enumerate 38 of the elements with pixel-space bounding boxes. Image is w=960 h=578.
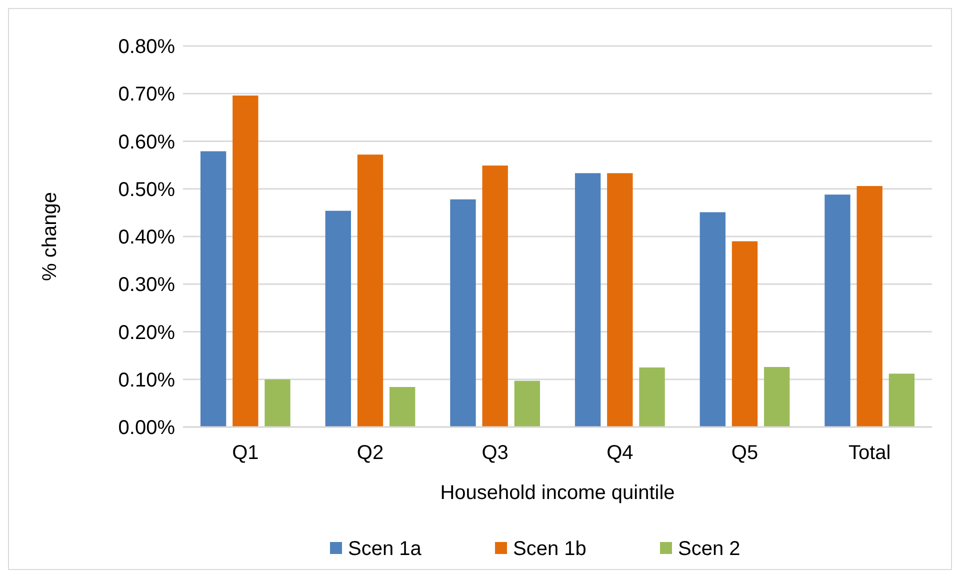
x-tick-label: Q1 — [232, 442, 259, 464]
legend-label: Scen 1b — [513, 538, 586, 560]
y-tick-label: 0.80% — [118, 36, 176, 58]
x-tick-label: Total — [848, 442, 891, 464]
bar — [824, 194, 850, 427]
y-tick-label: 0.00% — [118, 417, 176, 439]
bar — [732, 241, 758, 427]
y-tick-label: 0.50% — [118, 178, 176, 201]
y-tick-label: 0.20% — [118, 322, 176, 344]
legend-label: Scen 1a — [348, 538, 422, 560]
bar — [200, 151, 226, 427]
y-tick-label: 0.30% — [118, 274, 176, 296]
bar — [514, 380, 540, 427]
bar — [856, 186, 882, 427]
y-tick-label: 0.60% — [118, 131, 176, 154]
x-tick-label: Q2 — [356, 442, 384, 464]
bar — [574, 173, 601, 427]
bar — [232, 96, 258, 427]
bar — [482, 166, 508, 427]
legend-label: Scen 2 — [678, 538, 740, 560]
y-tick-label: 0.40% — [118, 226, 176, 248]
y-axis-title: % change — [39, 192, 61, 281]
bar — [450, 199, 476, 427]
x-tick-label: Q4 — [606, 442, 634, 464]
bar — [357, 154, 384, 427]
bar — [639, 367, 665, 427]
y-tick-label: 0.10% — [118, 369, 176, 392]
bar — [700, 212, 726, 427]
bar — [325, 210, 351, 427]
bar — [264, 379, 290, 427]
y-tick-label: 0.70% — [118, 84, 176, 106]
bar — [390, 386, 416, 427]
bar — [764, 366, 790, 427]
x-axis-title: Household income quintile — [440, 482, 675, 504]
x-tick-label: Q5 — [731, 442, 758, 464]
bar — [888, 374, 915, 427]
x-tick-label: Q3 — [482, 442, 508, 464]
bar — [607, 173, 633, 427]
